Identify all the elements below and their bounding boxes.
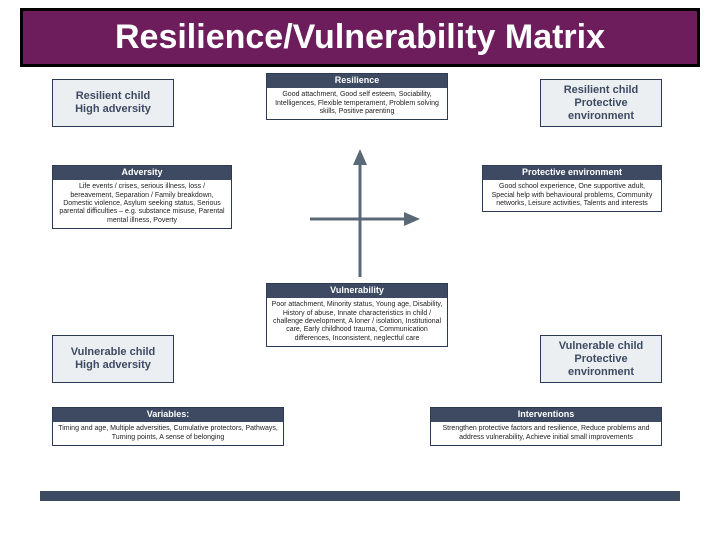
axis-body: Good school experience, One supportive a… [483, 180, 661, 211]
axis-header: Resilience [267, 74, 447, 88]
footer-bar [40, 491, 680, 501]
corner-label: Resilient childHigh adversity [71, 86, 155, 120]
box-header: Interventions [431, 408, 661, 422]
corner-label: Vulnerable childHigh adversity [67, 342, 160, 376]
axis-cross [300, 147, 420, 267]
matrix-area: Resilient childHigh adversity Resilience… [0, 67, 720, 507]
corner-label: Resilient childProtective environment [541, 80, 661, 128]
corner-resilient-adversity: Resilient childHigh adversity [52, 79, 174, 127]
title-bar: Resilience/Vulnerability Matrix [20, 8, 700, 67]
arrows-icon [300, 147, 420, 287]
page-title: Resilience/Vulnerability Matrix [43, 19, 677, 56]
axis-left-adversity: Adversity Life events / crises, serious … [52, 165, 232, 229]
axis-top-resilience: Resilience Good attachment, Good self es… [266, 73, 448, 120]
corner-vulnerable-protective: Vulnerable childProtective environment [540, 335, 662, 383]
axis-right-protective: Protective environment Good school exper… [482, 165, 662, 212]
corner-label: Vulnerable childProtective environment [541, 336, 661, 384]
variables-box: Variables: Timing and age, Multiple adve… [52, 407, 284, 446]
interventions-box: Interventions Strengthen protective fact… [430, 407, 662, 446]
axis-bottom-vulnerability: Vulnerability Poor attachment, Minority … [266, 283, 448, 347]
corner-resilient-protective: Resilient childProtective environment [540, 79, 662, 127]
box-body: Strengthen protective factors and resili… [431, 422, 661, 445]
axis-header: Vulnerability [267, 284, 447, 298]
axis-body: Life events / crises, serious illness, l… [53, 180, 231, 228]
box-body: Timing and age, Multiple adversities, Cu… [53, 422, 283, 445]
box-header: Variables: [53, 408, 283, 422]
axis-header: Protective environment [483, 166, 661, 180]
axis-body: Good attachment, Good self esteem, Socia… [267, 88, 447, 119]
axis-body: Poor attachment, Minority status, Young … [267, 298, 447, 346]
corner-vulnerable-adversity: Vulnerable childHigh adversity [52, 335, 174, 383]
axis-header: Adversity [53, 166, 231, 180]
